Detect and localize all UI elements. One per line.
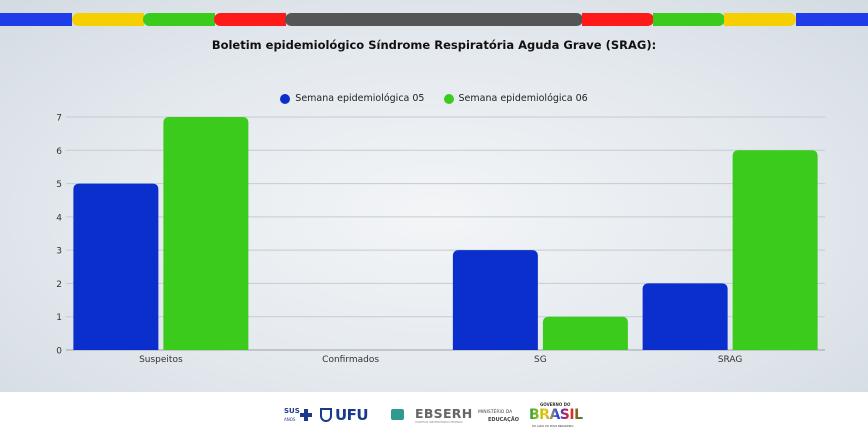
x-tick-label: Confirmados xyxy=(322,355,379,365)
x-tick-label: SRAG xyxy=(718,355,743,365)
y-tick-label: 7 xyxy=(56,114,62,124)
governo-brasil-logo: GOVERNO DO BRASIL DO LADO DO POVO BRASIL… xyxy=(528,402,588,432)
bar-sg-s1 xyxy=(542,316,628,350)
x-tick-label: Suspeitos xyxy=(139,355,183,365)
governo-logo-line1: GOVERNO DO xyxy=(540,402,571,407)
bar-suspeitos-s1 xyxy=(163,117,249,350)
bar-srag-s1 xyxy=(732,150,818,350)
ufu-emblem-icon xyxy=(320,408,332,422)
bar-chart: 0 1 2 3 4 5 6 7 Suspeitos Confirmados SG SRAG xyxy=(56,114,825,365)
ebserh-logo-text: EBSERH xyxy=(415,406,473,421)
stripe-blue-left xyxy=(0,13,72,26)
legend-label-week05: Semana epidemiológica 05 xyxy=(295,93,425,104)
governo-logo-motto: DO LADO DO POVO BRASILEIRO xyxy=(532,425,574,428)
chart-title: Boletim epidemiológico Síndrome Respirat… xyxy=(211,38,657,52)
x-tick-label: SG xyxy=(534,355,547,365)
bar-suspeitos-s0 xyxy=(73,183,159,350)
stripe-red-left xyxy=(214,13,286,26)
legend-swatch-week05 xyxy=(280,93,291,104)
sus-cross-icon xyxy=(300,409,312,421)
legend-item-week05[interactable]: Semana epidemiológica 05 xyxy=(280,93,424,104)
brasil-logo-text: BRASIL xyxy=(529,407,583,423)
legend-item-week06[interactable]: Semana epidemiológica 06 xyxy=(443,93,588,104)
legend-swatch-week06 xyxy=(443,93,454,104)
ebserh-logo: EBSERH HOSPITAIS UNIVERSITÁRIOS FEDERAIS xyxy=(391,406,475,428)
bar-srag-s0 xyxy=(642,283,728,350)
ufu-logo-text: UFU xyxy=(335,406,369,424)
y-tick-label: 2 xyxy=(56,280,62,290)
y-tick-label: 1 xyxy=(56,313,62,323)
stripe-blue-right xyxy=(796,13,868,26)
y-tick-label: 6 xyxy=(56,147,62,157)
footer: SUS ANOS UFU EBSERH HOSPITAIS UNIVERSITÁ… xyxy=(0,392,868,443)
stripe-gray-center xyxy=(285,13,583,26)
ebserh-logo-sub: HOSPITAIS UNIVERSITÁRIOS FEDERAIS xyxy=(415,421,463,424)
y-tick-label: 0 xyxy=(56,347,62,357)
y-tick-label: 3 xyxy=(56,247,62,257)
sus-logo-text: SUS xyxy=(284,407,300,415)
mec-logo-line1: MINISTÉRIO DA xyxy=(478,410,513,415)
sus-logo: SUS ANOS xyxy=(284,406,312,428)
stripe-red-right xyxy=(582,13,654,26)
stripe-yellow-left xyxy=(72,13,144,26)
color-stripe xyxy=(0,13,868,26)
ebserh-emblem-icon xyxy=(391,409,404,420)
ufu-logo: UFU xyxy=(320,406,380,428)
y-tick-label: 5 xyxy=(56,180,62,190)
mec-logo-line2: EDUCAÇÃO xyxy=(488,417,519,423)
bar-sg-s0 xyxy=(452,250,538,350)
mec-logo: MINISTÉRIO DA EDUCAÇÃO xyxy=(478,410,522,426)
legend: Semana epidemiológica 05 Semana epidemio… xyxy=(0,93,868,107)
stripe-yellow-right xyxy=(724,13,796,26)
sus-logo-sub: ANOS xyxy=(284,417,296,422)
legend-label-week06: Semana epidemiológica 06 xyxy=(458,93,588,104)
stripe-green-left xyxy=(143,13,215,26)
y-tick-label: 4 xyxy=(56,213,62,223)
stripe-green-right xyxy=(653,13,725,26)
